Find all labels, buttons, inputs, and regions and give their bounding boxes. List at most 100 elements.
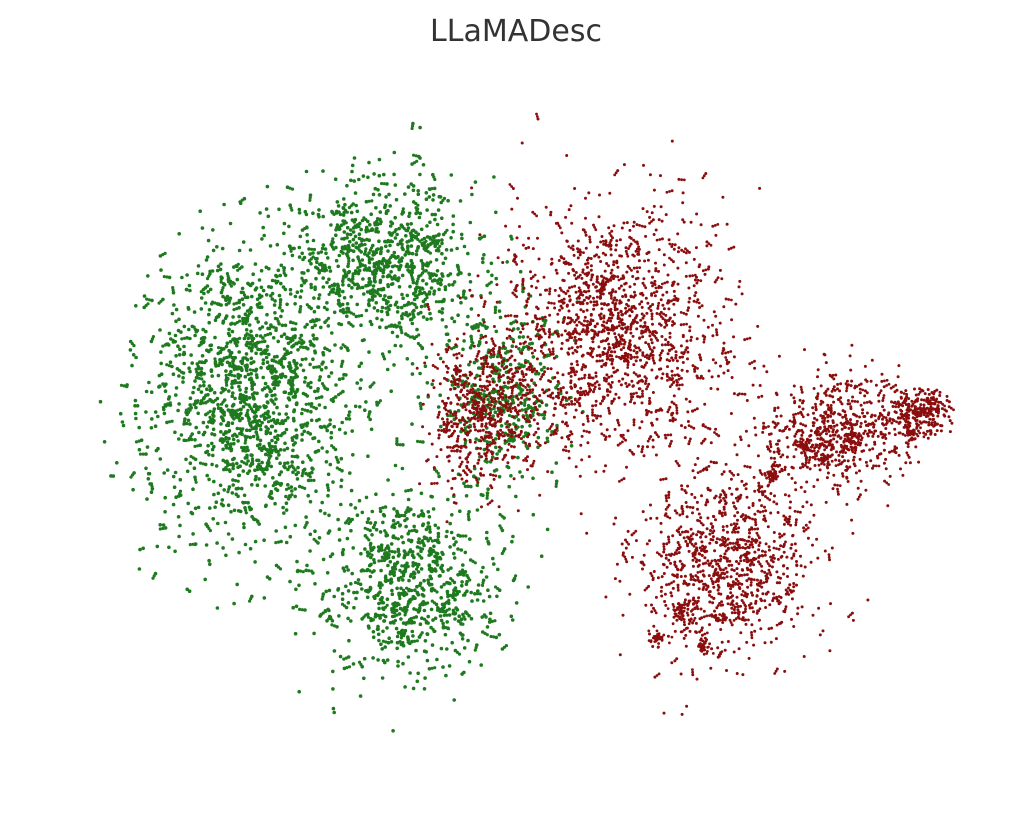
scatter-point	[536, 445, 540, 450]
scatter-point	[264, 425, 268, 429]
scatter-point	[639, 358, 642, 362]
scatter-point	[245, 453, 249, 458]
scatter-point	[224, 381, 228, 385]
scatter-point	[419, 491, 424, 496]
scatter-point	[504, 314, 508, 318]
scatter-point	[253, 477, 258, 482]
scatter-point	[427, 290, 432, 294]
scatter-point	[696, 507, 699, 511]
scatter-point	[317, 208, 321, 212]
scatter-point	[224, 344, 229, 349]
scatter-point	[320, 262, 324, 266]
scatter-point	[655, 290, 659, 294]
scatter-point	[438, 614, 443, 618]
scatter-point	[209, 387, 213, 391]
scatter-point	[383, 548, 387, 552]
scatter-point	[553, 402, 557, 406]
scatter-point	[724, 351, 728, 355]
scatter-point	[410, 372, 415, 376]
scatter-point	[413, 302, 417, 307]
scatter-point	[638, 266, 642, 269]
scatter-point	[337, 293, 342, 298]
scatter-point	[556, 371, 560, 375]
scatter-point	[329, 435, 334, 440]
scatter-point	[414, 562, 418, 566]
scatter-point	[689, 220, 693, 224]
scatter-point	[384, 195, 388, 199]
scatter-point	[439, 567, 444, 571]
scatter-point	[415, 679, 420, 684]
scatter-point	[463, 484, 467, 488]
scatter-point	[305, 563, 309, 568]
scatter-point	[560, 289, 563, 292]
scatter-point	[687, 306, 690, 310]
scatter-point	[305, 239, 310, 244]
scatter-point	[313, 349, 317, 354]
scatter-point	[364, 284, 368, 288]
scatter-point	[590, 273, 594, 277]
scatter-point	[357, 364, 362, 369]
scatter-point	[144, 410, 148, 414]
scatter-point	[417, 154, 421, 159]
scatter-point	[193, 438, 197, 442]
scatter-point	[208, 562, 212, 567]
scatter-point	[564, 215, 568, 219]
scatter-point	[349, 311, 353, 315]
scatter-point	[667, 238, 671, 242]
scatter-point	[259, 427, 263, 432]
scatter-point	[663, 318, 667, 322]
scatter-point	[332, 649, 337, 653]
scatter-point	[157, 301, 161, 305]
scatter-point	[598, 282, 602, 286]
scatter-point	[420, 238, 424, 242]
scatter-point	[379, 246, 384, 250]
scatter-point	[636, 252, 639, 256]
scatter-point	[599, 422, 603, 426]
scatter-point	[115, 461, 119, 465]
scatter-point	[694, 291, 698, 295]
scatter-point	[231, 437, 236, 442]
scatter-point	[470, 599, 474, 603]
scatter-point	[232, 601, 236, 606]
scatter-point	[277, 207, 281, 212]
scatter-point	[377, 239, 381, 243]
scatter-point	[185, 273, 189, 277]
scatter-point	[481, 578, 486, 583]
scatter-point	[560, 347, 563, 351]
scatter-point	[247, 396, 252, 400]
scatter-point	[569, 444, 574, 448]
scatter-point	[450, 316, 454, 321]
scatter-point	[162, 407, 166, 412]
scatter-point	[664, 436, 668, 440]
scatter-point	[332, 594, 337, 599]
scatter-point	[416, 237, 420, 241]
scatter-point	[354, 314, 359, 319]
scatter-point	[330, 331, 334, 335]
scatter-point	[468, 537, 472, 541]
scatter-point	[461, 593, 466, 597]
scatter-point	[381, 520, 385, 525]
scatter-point	[260, 460, 264, 465]
scatter-point	[363, 547, 367, 551]
scatter-point	[567, 437, 571, 441]
scatter-point	[509, 280, 513, 284]
scatter-point	[167, 545, 171, 550]
scatter-point	[686, 308, 690, 312]
scatter-point	[460, 583, 464, 588]
scatter-point	[244, 328, 249, 332]
scatter-point	[604, 464, 607, 468]
scatter-point	[431, 193, 436, 197]
scatter-point	[198, 384, 202, 388]
scatter-point	[350, 169, 354, 174]
scatter-point	[456, 265, 460, 270]
scatter-point	[341, 310, 346, 315]
scatter-point	[606, 388, 609, 392]
scatter-point	[479, 570, 484, 574]
scatter-point	[370, 199, 374, 203]
scatter-point	[517, 362, 521, 366]
scatter-point	[349, 295, 354, 299]
scatter-point	[377, 638, 381, 643]
scatter-point	[240, 198, 244, 202]
scatter-point	[200, 354, 205, 358]
scatter-point	[213, 360, 218, 365]
